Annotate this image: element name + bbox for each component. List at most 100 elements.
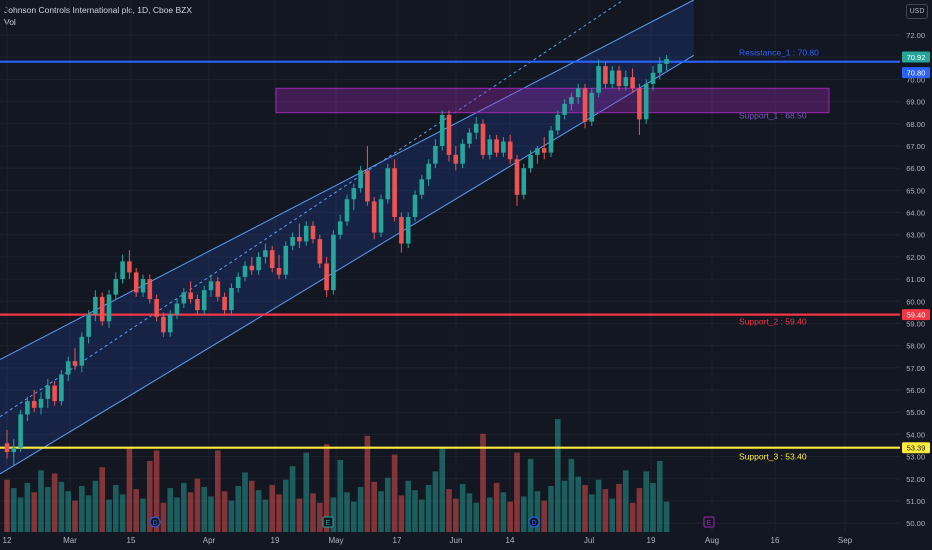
candle-body[interactable] [215, 281, 221, 297]
candle-body[interactable] [405, 216, 411, 244]
candle-body[interactable] [256, 256, 261, 271]
candle-body[interactable] [195, 299, 200, 311]
candle-body[interactable] [392, 168, 397, 217]
candle-body[interactable] [575, 88, 581, 98]
candle-body[interactable] [38, 398, 44, 408]
candle-body[interactable] [569, 97, 574, 104]
candle-body[interactable] [480, 123, 486, 155]
candle-body[interactable] [582, 88, 588, 122]
candle-body[interactable] [93, 296, 98, 315]
candle-body[interactable] [18, 414, 23, 448]
candle-body[interactable] [439, 114, 445, 146]
candle-body[interactable] [603, 66, 608, 84]
candle-body[interactable] [72, 361, 78, 366]
candle-body[interactable] [412, 194, 418, 217]
candle-body[interactable] [426, 163, 431, 180]
candle-body[interactable] [664, 59, 669, 64]
candle-body[interactable] [609, 70, 615, 84]
candle-body[interactable] [276, 268, 282, 275]
candle-body[interactable] [106, 294, 112, 322]
candle-body[interactable] [351, 188, 357, 200]
candle-body[interactable] [399, 216, 404, 244]
candle-body[interactable] [4, 443, 10, 453]
candle-body[interactable] [541, 148, 547, 153]
candle-body[interactable] [127, 261, 132, 273]
candle-body[interactable] [45, 385, 51, 399]
candle-body[interactable] [494, 139, 499, 153]
dividend-marker-icon[interactable] [528, 516, 540, 528]
candle-body[interactable] [358, 170, 363, 189]
candle-body[interactable] [521, 168, 527, 195]
candle-body[interactable] [59, 374, 64, 402]
candle-body[interactable] [630, 77, 635, 89]
candle-body[interactable] [460, 143, 465, 164]
candle-body[interactable] [201, 290, 207, 311]
candle-body[interactable] [140, 279, 146, 293]
candle-body[interactable] [337, 221, 343, 235]
candle-body[interactable] [446, 114, 452, 155]
candle-body[interactable] [501, 141, 506, 153]
candle-body[interactable] [473, 123, 479, 133]
candle-body[interactable] [229, 287, 234, 311]
candle-body[interactable] [589, 92, 595, 122]
candle-body[interactable] [249, 265, 255, 271]
candle-body[interactable] [147, 279, 153, 300]
candle-body[interactable] [113, 279, 119, 295]
candle-body[interactable] [297, 236, 302, 242]
candle-body[interactable] [637, 88, 642, 120]
candle-body[interactable] [269, 250, 275, 268]
candle-body[interactable] [555, 114, 561, 131]
candle-body[interactable] [181, 292, 187, 304]
candle-body[interactable] [385, 168, 391, 200]
candle-body[interactable] [161, 316, 166, 333]
candle-body[interactable] [371, 201, 377, 233]
earnings-marker-icon[interactable] [703, 516, 715, 528]
candle-body[interactable] [208, 281, 214, 291]
candle-body[interactable] [507, 141, 513, 160]
candle-body[interactable] [453, 154, 459, 164]
candle-body[interactable] [623, 77, 629, 87]
candle-body[interactable] [188, 292, 193, 300]
candle-body[interactable] [79, 336, 85, 366]
candle-body[interactable] [52, 385, 57, 402]
candle-body[interactable] [283, 245, 289, 275]
candle-body[interactable] [317, 239, 323, 264]
candle-body[interactable] [120, 261, 125, 280]
candle-body[interactable] [303, 225, 309, 242]
candle-body[interactable] [535, 148, 540, 155]
candle-body[interactable] [174, 303, 180, 315]
candle-body[interactable] [548, 130, 554, 153]
candle-body[interactable] [562, 103, 567, 115]
candle-body[interactable] [514, 159, 520, 195]
candle-body[interactable] [528, 154, 533, 169]
candle-body[interactable] [616, 70, 622, 87]
candle-body[interactable] [86, 314, 91, 337]
earnings-marker-icon[interactable] [322, 516, 334, 528]
currency-button[interactable]: USD [906, 4, 928, 19]
symbol-title[interactable]: Johnson Controls International plc, 1D, … [4, 5, 193, 15]
candle-body[interactable] [133, 272, 139, 293]
candle-body[interactable] [99, 296, 105, 322]
candle-body[interactable] [657, 63, 663, 73]
candle-body[interactable] [467, 132, 472, 144]
candle-body[interactable] [596, 66, 601, 93]
candle-body[interactable] [487, 139, 493, 155]
candle-body[interactable] [290, 236, 295, 246]
candle-body[interactable] [25, 401, 30, 415]
candle-body[interactable] [419, 179, 425, 195]
dividend-marker-icon[interactable] [149, 516, 161, 528]
candle-body[interactable] [167, 314, 173, 333]
candle-body[interactable] [31, 401, 37, 408]
candle-body[interactable] [344, 199, 350, 222]
candle-body[interactable] [643, 83, 649, 120]
candle-body[interactable] [650, 72, 656, 84]
candle-body[interactable] [433, 145, 438, 164]
candle-body[interactable] [65, 361, 71, 375]
candle-body[interactable] [378, 199, 384, 233]
candle-body[interactable] [222, 296, 227, 311]
candle-body[interactable] [11, 447, 17, 453]
candle-body[interactable] [324, 263, 329, 291]
candle-body[interactable] [331, 234, 336, 291]
candle-body[interactable] [154, 299, 159, 317]
candle-body[interactable] [235, 276, 241, 288]
